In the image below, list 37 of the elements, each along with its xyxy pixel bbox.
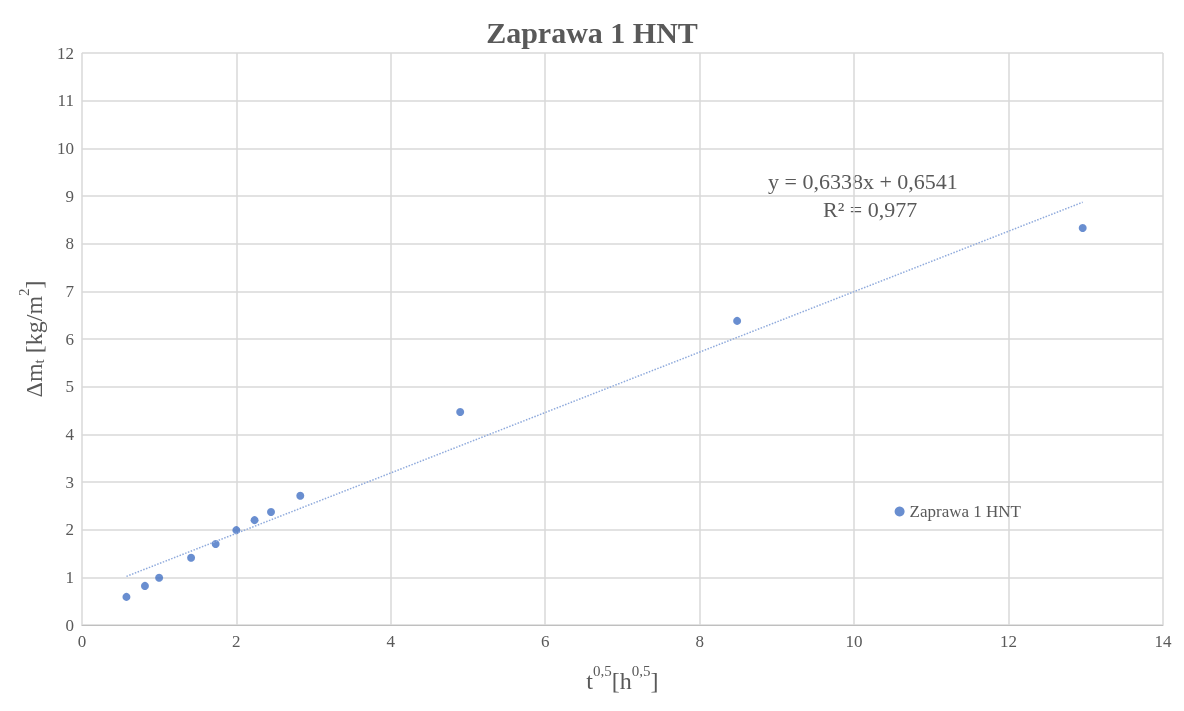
point	[250, 516, 259, 525]
y-tick-label: 1	[65, 567, 74, 587]
x-tick-label: 8	[695, 632, 704, 651]
y-tick-label: 6	[65, 329, 74, 349]
annotation: R² = 0,977	[823, 196, 918, 222]
point	[296, 491, 305, 500]
x-tick-label: 4	[386, 632, 396, 651]
y-axis-title: Δmt [kg/m2]	[15, 280, 47, 398]
y-tick-label: 11	[57, 91, 74, 111]
x-tick-label: 2	[232, 632, 241, 651]
chart-title: Zaprawa 1 HNT	[486, 15, 698, 49]
x-tick-label: 14	[1154, 632, 1172, 651]
x-tick-label: 10	[845, 632, 863, 651]
y-tick-label: 3	[65, 472, 74, 492]
legend-label: Zaprawa 1 HNT	[909, 502, 1022, 521]
y-tick-label: 0	[65, 615, 74, 635]
point	[155, 573, 164, 582]
point	[187, 553, 196, 562]
annotation: y = 0,6338x + 0,6541	[768, 168, 958, 194]
y-tick-label: 4	[65, 424, 75, 444]
point	[456, 407, 465, 416]
point	[232, 526, 241, 535]
point	[140, 581, 149, 590]
point	[122, 592, 131, 601]
x-tick-label: 0	[77, 632, 87, 651]
y-tick-label: 10	[56, 138, 74, 158]
y-tick-label: 8	[65, 234, 74, 254]
y-tick-label: 5	[65, 377, 74, 397]
point	[1078, 223, 1087, 232]
point	[733, 316, 742, 325]
y-tick-label: 9	[65, 186, 74, 206]
y-tick-label: 7	[65, 281, 75, 301]
x-tick-label: 6	[540, 632, 550, 651]
y-tick-label: 12	[56, 43, 74, 63]
x-tick-label: 12	[1000, 632, 1018, 651]
y-tick-label: 2	[65, 520, 74, 540]
point	[267, 508, 276, 517]
